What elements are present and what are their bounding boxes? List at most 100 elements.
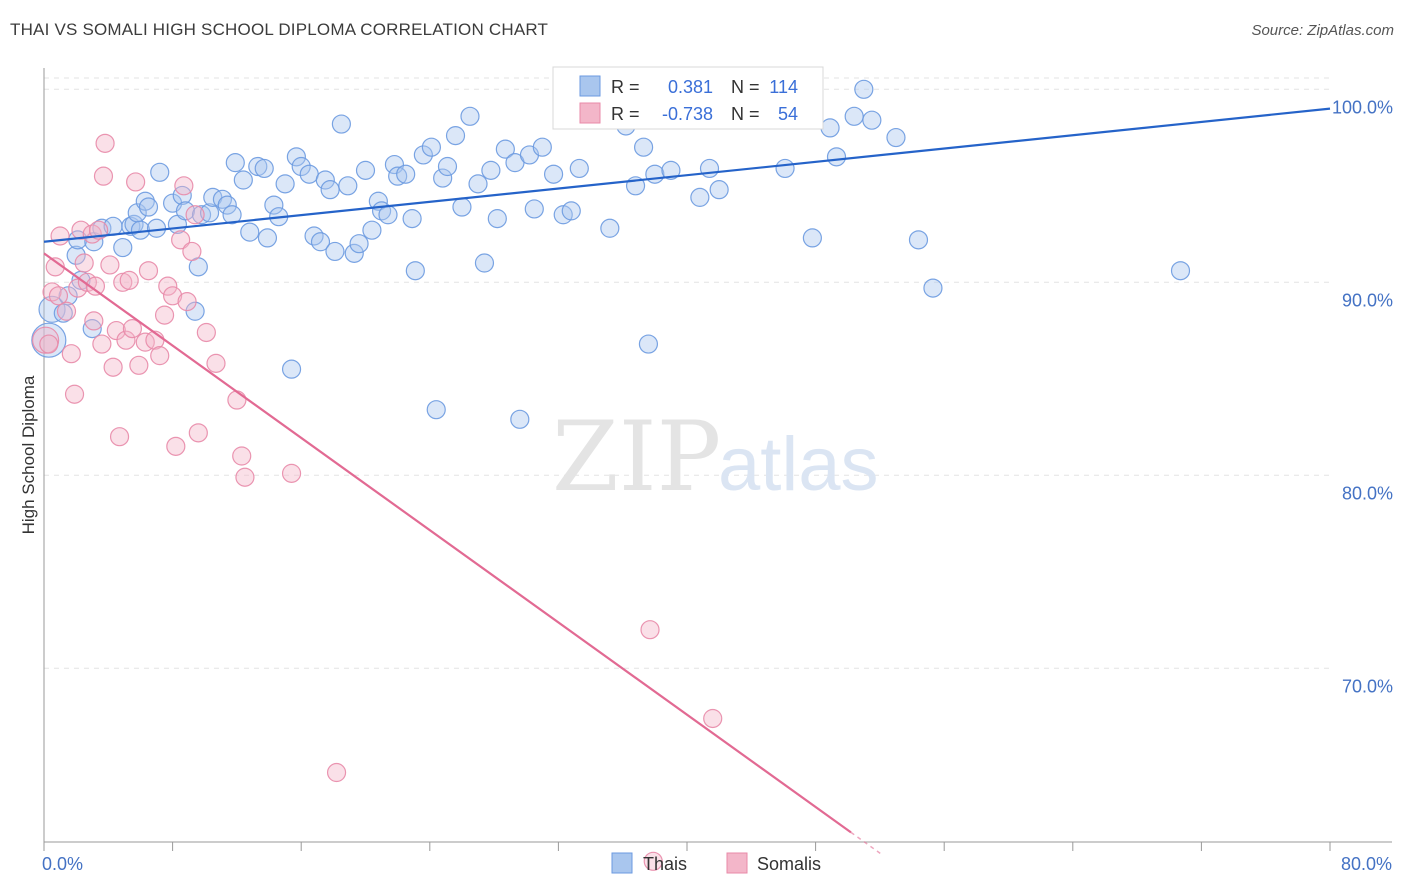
- point-thais-66: [426, 400, 446, 420]
- stats-n-value-thais: 114: [769, 77, 798, 97]
- y-tick-labels: 100.0% 90.0% 80.0% 70.0%: [1332, 97, 1393, 696]
- stats-n-value-somalis: 54: [778, 104, 798, 124]
- y-tick-label-3: 70.0%: [1342, 676, 1393, 696]
- series-thais-points: [31, 79, 1191, 429]
- point-thais-49: [325, 241, 345, 262]
- point-thais-47: [315, 170, 335, 190]
- point-thais-65: [421, 137, 442, 157]
- point-somalis-33: [150, 346, 170, 366]
- point-thais-4: [66, 245, 86, 265]
- point-thais-52: [344, 243, 364, 263]
- point-thais-38: [264, 195, 284, 215]
- x-tick-labels: 0.0% 80.0%: [42, 854, 1392, 874]
- point-thais-40: [275, 174, 295, 194]
- point-thais-54: [355, 160, 376, 180]
- chart-title: THAI VS SOMALI HIGH SCHOOL DIPLOMA CORRE…: [10, 20, 549, 39]
- point-thais-78: [510, 409, 530, 429]
- point-thais-33: [233, 170, 253, 190]
- point-thais-43: [291, 156, 311, 177]
- point-thais-27: [199, 203, 220, 223]
- bottom-legend: Thais Somalis: [611, 852, 821, 874]
- point-thais-50: [331, 114, 351, 134]
- point-thais-74: [481, 160, 501, 180]
- stats-r-label-thais: R =: [611, 77, 640, 97]
- point-thais-96: [661, 160, 681, 180]
- point-thais-31: [222, 205, 242, 225]
- point-thais-73: [474, 253, 495, 273]
- point-somalis-6: [56, 301, 77, 321]
- point-thais-0: [31, 322, 67, 358]
- point-thais-82: [543, 164, 564, 184]
- trend-lines: [43, 107, 1331, 857]
- point-somalis-29: [129, 355, 149, 375]
- y-axis-label: High School Diploma: [19, 375, 38, 534]
- y-tick-label-0: 100.0%: [1332, 97, 1393, 117]
- point-thais-80: [524, 199, 544, 219]
- point-somalis-41: [182, 241, 202, 262]
- stats-n-label-thais: N =: [731, 77, 760, 97]
- point-thais-24: [185, 301, 205, 321]
- point-thais-116: [923, 278, 943, 298]
- point-thais-114: [886, 127, 906, 148]
- point-thais-92: [633, 137, 654, 157]
- point-somalis-0: [32, 326, 60, 354]
- point-thais-111: [844, 106, 864, 126]
- point-thais-51: [338, 176, 358, 196]
- point-somalis-31: [138, 261, 159, 281]
- point-somalis-49: [281, 463, 302, 483]
- point-somalis-18: [93, 166, 114, 186]
- point-thais-113: [862, 110, 882, 130]
- watermark-zip: ZIP: [552, 401, 721, 513]
- point-thais-60: [388, 166, 408, 186]
- point-thais-19: [150, 162, 170, 182]
- point-somalis-4: [48, 286, 69, 306]
- point-somalis-43: [188, 423, 208, 443]
- point-thais-72: [468, 174, 488, 194]
- point-somalis-22: [106, 320, 126, 341]
- point-thais-46: [310, 232, 331, 252]
- point-thais-107: [775, 158, 795, 179]
- legend-somalis-label: Somalis: [757, 854, 821, 874]
- point-thais-85: [569, 158, 589, 179]
- point-somalis-51: [640, 620, 660, 640]
- point-thais-94: [645, 164, 665, 184]
- trend-line-somalis-extension: [850, 831, 884, 857]
- point-thais-108: [802, 228, 822, 248]
- point-somalis-38: [171, 230, 191, 250]
- point-thais-71: [460, 106, 480, 126]
- stats-r-value-somalis: -0.738: [662, 104, 713, 124]
- legend-thais-label: Thais: [643, 854, 687, 874]
- point-somalis-8: [64, 384, 85, 404]
- point-somalis-37: [166, 436, 186, 456]
- watermark-atlas: atlas: [718, 422, 879, 507]
- stats-r-value-thais: 0.381: [668, 77, 713, 97]
- trend-line-thais: [43, 107, 1331, 243]
- point-thais-22: [172, 185, 192, 206]
- point-somalis-5: [50, 226, 70, 246]
- point-somalis-21: [103, 357, 123, 377]
- point-thais-99: [690, 187, 710, 207]
- point-thais-76: [495, 139, 515, 159]
- stats-r-label-somalis: R =: [611, 104, 640, 124]
- point-thais-2: [53, 303, 73, 323]
- point-somalis-42: [185, 205, 205, 225]
- point-somalis-14: [84, 311, 104, 331]
- point-thais-58: [378, 205, 398, 225]
- point-thais-55: [362, 220, 382, 240]
- legend-thais-swatch: [611, 852, 633, 874]
- legend-somalis-swatch: [726, 852, 748, 874]
- point-thais-16: [135, 191, 155, 211]
- point-thais-48: [320, 180, 340, 200]
- point-thais-68: [437, 156, 458, 177]
- point-somalis-17: [92, 334, 112, 354]
- point-thais-112: [854, 79, 874, 99]
- point-thais-18: [146, 218, 167, 238]
- point-somalis-48: [235, 467, 255, 487]
- point-somalis-15: [85, 276, 106, 296]
- point-somalis-26: [119, 270, 139, 290]
- watermark: ZIP atlas: [552, 401, 879, 513]
- point-somalis-35: [158, 276, 178, 296]
- point-thais-53: [349, 234, 369, 254]
- stats-legend-thais-swatch: [579, 75, 601, 97]
